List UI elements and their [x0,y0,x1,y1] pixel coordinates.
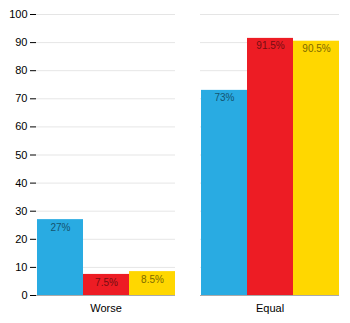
svg-text:10: 10 [15,261,27,273]
svg-text:90.5%: 90.5% [302,43,330,54]
svg-text:70: 70 [15,92,27,104]
svg-text:50: 50 [15,149,27,161]
svg-text:8.5%: 8.5% [141,274,164,285]
svg-text:60: 60 [15,120,27,132]
svg-text:40: 40 [15,177,27,189]
svg-text:0: 0 [21,289,27,301]
svg-text:90: 90 [15,36,27,48]
svg-text:7.5%: 7.5% [95,277,118,288]
svg-text:80: 80 [15,64,27,76]
svg-text:Equal: Equal [256,302,284,314]
svg-text:91.5%: 91.5% [256,40,284,51]
svg-text:30: 30 [15,205,27,217]
svg-text:20: 20 [15,233,27,245]
svg-text:100: 100 [9,8,27,20]
svg-text:73%: 73% [214,92,234,103]
svg-text:Worse: Worse [90,302,122,314]
svg-text:27%: 27% [50,222,70,233]
